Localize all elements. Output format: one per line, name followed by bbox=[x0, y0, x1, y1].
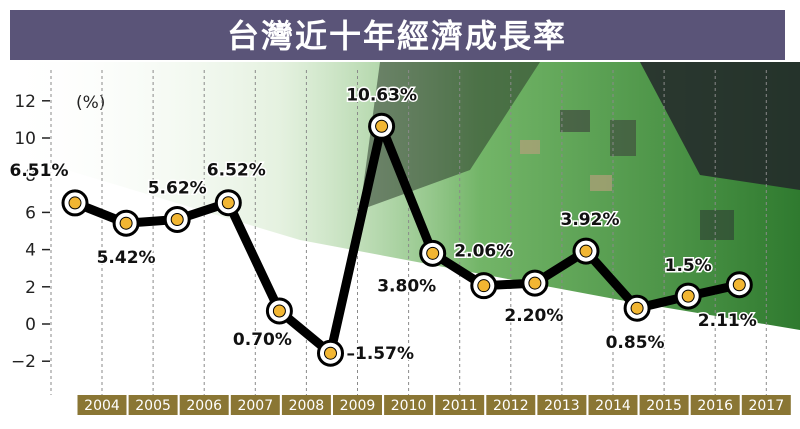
data-label-2009: –1.57% bbox=[347, 344, 414, 364]
data-point-2010 bbox=[368, 112, 396, 140]
data-point-2011 bbox=[419, 239, 447, 267]
y-tick-label: 12 bbox=[14, 92, 36, 112]
data-point-2006 bbox=[163, 205, 191, 233]
x-tick-label-2008: 2008 bbox=[289, 398, 325, 414]
data-point-2013 bbox=[521, 269, 549, 297]
year-box-2012 bbox=[486, 395, 536, 415]
year-box-2015 bbox=[639, 395, 689, 415]
data-point-2017 bbox=[725, 271, 753, 299]
data-point-2012 bbox=[470, 272, 498, 300]
y-tick-label: 6 bbox=[25, 203, 36, 223]
x-tick-label-2017: 2017 bbox=[748, 398, 784, 414]
x-tick-label-2005: 2005 bbox=[135, 398, 171, 414]
title-bar bbox=[10, 10, 785, 60]
data-point-2005 bbox=[112, 209, 140, 237]
data-point-2014 bbox=[572, 237, 600, 265]
y-tick-label: 10 bbox=[14, 129, 36, 149]
y-tick-label: −2 bbox=[11, 352, 36, 372]
data-point-2015 bbox=[623, 294, 651, 322]
y-tick-label: 0 bbox=[25, 315, 36, 335]
y-tick-label: 4 bbox=[25, 241, 36, 261]
data-point-2008 bbox=[265, 297, 293, 325]
x-tick-label-2014: 2014 bbox=[595, 398, 631, 414]
data-label-2014: 3.92% bbox=[561, 210, 620, 230]
year-box-2013 bbox=[537, 395, 587, 415]
data-label-2015: 0.85% bbox=[606, 333, 665, 353]
x-tick-label-2004: 2004 bbox=[84, 398, 120, 414]
data-label-2012: 2.06% bbox=[454, 242, 513, 262]
x-tick-label-2011: 2011 bbox=[442, 398, 478, 414]
marker-layer bbox=[61, 112, 753, 367]
x-tick-label-2007: 2007 bbox=[237, 398, 273, 414]
data-label-layer: 6.51% 5.42% 5.62%6.52% 0.70% –1.57% 10.63% 3.8… bbox=[8, 84, 758, 366]
data-label-2010: 10.63% bbox=[346, 85, 417, 105]
data-label-2008: 0.70% bbox=[233, 330, 292, 350]
year-box-2011 bbox=[435, 395, 485, 415]
x-tick-label-2012: 2012 bbox=[493, 398, 529, 414]
year-box-2016 bbox=[690, 395, 740, 415]
data-label-2011: 3.80% bbox=[377, 276, 436, 296]
x-tick-label-2015: 2015 bbox=[646, 398, 682, 414]
data-point-2004 bbox=[61, 189, 89, 217]
year-box-2017 bbox=[741, 395, 791, 415]
data-label-2017: 2.11% bbox=[698, 311, 757, 331]
x-tick-label-2006: 2006 bbox=[186, 398, 222, 414]
year-box-2007 bbox=[230, 395, 280, 415]
chart-title: 台灣近十年經濟成長率 bbox=[227, 17, 567, 55]
y-axis: −2 0 2 4 6 8 10 12 bbox=[11, 92, 50, 372]
data-point-2009 bbox=[317, 339, 344, 367]
y-tick-label: 2 bbox=[25, 278, 36, 298]
year-box-2006 bbox=[179, 395, 229, 415]
data-label-2013: 2.20% bbox=[504, 306, 563, 326]
year-box-2010 bbox=[384, 395, 434, 415]
x-tick-label-2010: 2010 bbox=[391, 398, 427, 414]
data-label-2016: 1.5% bbox=[665, 256, 712, 276]
year-box-2004 bbox=[77, 395, 127, 415]
data-point-2007 bbox=[214, 189, 242, 217]
y-axis-unit-label: (%) bbox=[76, 93, 105, 113]
year-box-2009 bbox=[333, 395, 382, 415]
data-point-2016 bbox=[674, 282, 702, 310]
data-label-2007: 6.52% bbox=[207, 161, 266, 181]
data-label-2004: 6.51% bbox=[10, 161, 69, 181]
data-label-2006: 5.62% bbox=[148, 178, 207, 198]
x-tick-label-2016: 2016 bbox=[697, 398, 733, 414]
data-label-2005: 5.42% bbox=[97, 248, 156, 268]
x-tick-label-2013: 2013 bbox=[544, 398, 580, 414]
x-tick-label-2009: 2009 bbox=[340, 398, 376, 414]
x-axis: 2004 2005 2006 2007 2008 2009 2010 2011 2012 2013… bbox=[77, 395, 791, 415]
year-box-2014 bbox=[588, 395, 638, 415]
year-box-2008 bbox=[281, 395, 331, 415]
year-box-2005 bbox=[128, 395, 178, 415]
y-tick-label: 8 bbox=[25, 166, 36, 186]
